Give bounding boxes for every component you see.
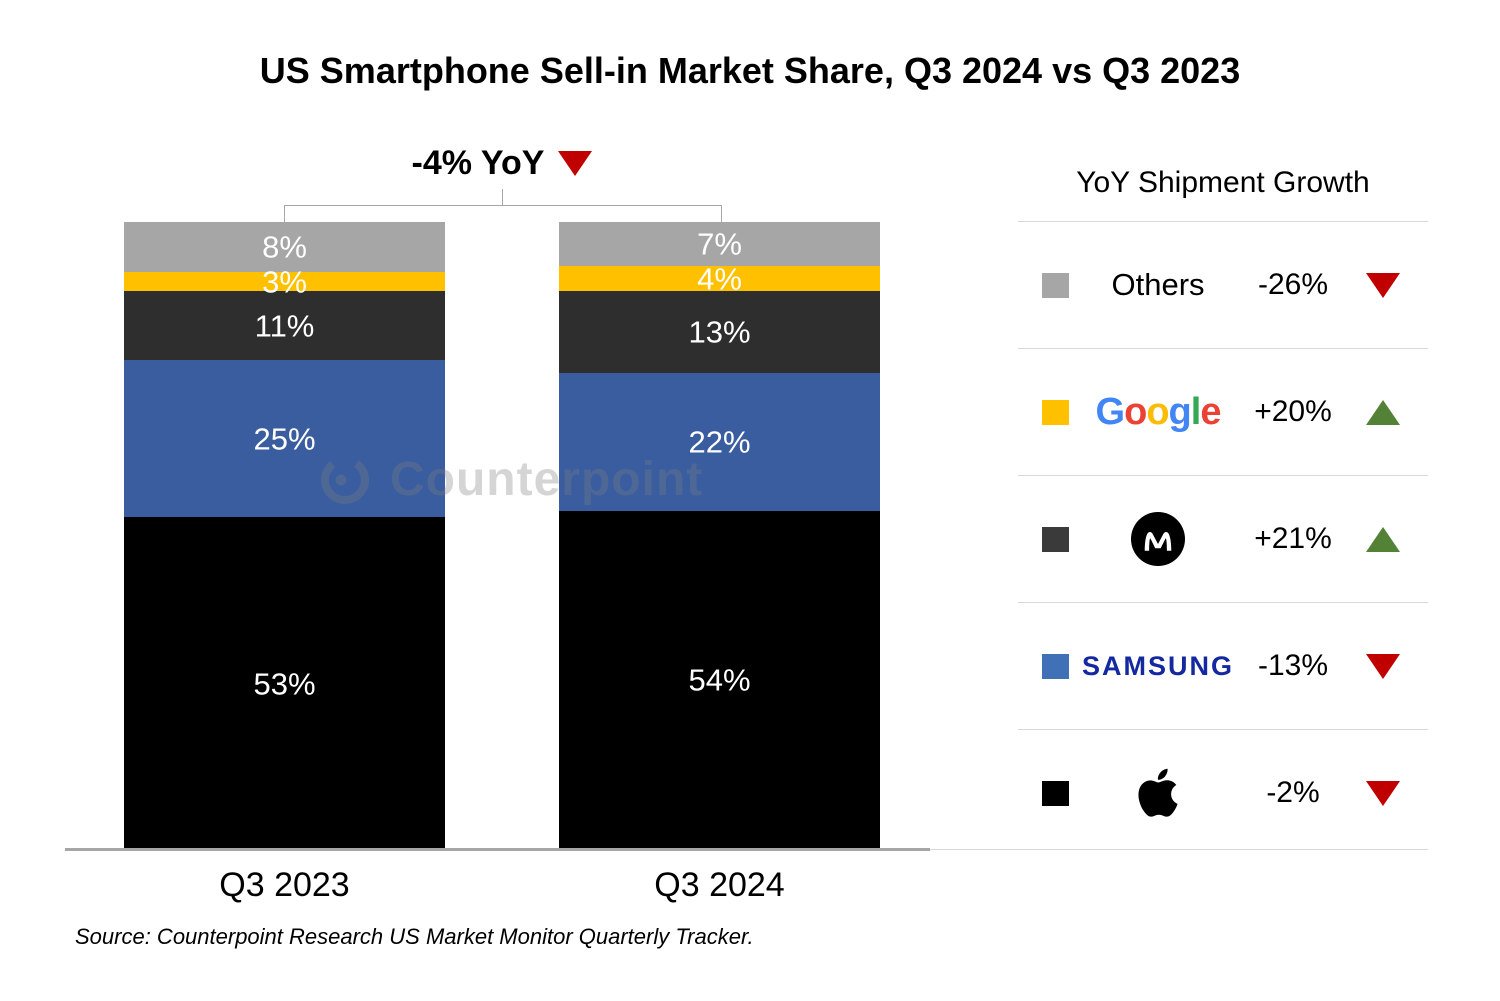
legend-change-samsung: -13% [1257, 649, 1329, 682]
total-yoy-label: -4% YoY [411, 144, 545, 182]
x-axis-line [65, 848, 930, 851]
bar-segment-samsung: 25% [124, 360, 445, 518]
bar-segment-value-label: 11% [254, 308, 315, 344]
legend-swatch-google [1042, 399, 1069, 425]
bar-segment-others: 8% [124, 222, 445, 273]
bar-segment-value-label: 54% [688, 662, 751, 698]
legend-swatch-motorola [1042, 526, 1069, 552]
legend-row-google: Google +20% [1018, 348, 1428, 475]
bar-segment-value-label: 53% [253, 666, 316, 702]
legend-row-apple: -2% [1018, 729, 1428, 856]
apple-logo [1138, 768, 1178, 817]
down-triangle-icon [1366, 272, 1400, 298]
legend-row-others: Others -26% [1018, 221, 1428, 348]
bar-segment-motorola: 11% [124, 291, 445, 361]
legend-swatch-others [1042, 272, 1069, 298]
counterpoint-watermark: Counterpoint [316, 450, 703, 508]
stacked-bar-q3-2023: 8% 3% 11% 25% 53% [124, 222, 445, 850]
legend-change-google: +20% [1254, 395, 1332, 428]
up-triangle-icon [1366, 399, 1400, 425]
axis-extension-line [930, 849, 1428, 850]
chart-title: US Smartphone Sell-in Market Share, Q3 2… [259, 50, 1241, 91]
bar-segment-value-label: 4% [697, 261, 742, 296]
legend-row-samsung: SAMSUNG -13% [1018, 602, 1428, 729]
bar-segment-apple: 54% [559, 510, 880, 850]
watermark-text: Counterpoint [390, 452, 704, 506]
bar-segment-value-label: 3% [262, 264, 307, 300]
bar-segment-google: 3% [124, 266, 445, 297]
bar-segment-value-label: 22% [688, 424, 751, 460]
bar-segment-others: 7% [559, 222, 880, 266]
legend-header: YoY Shipment Growth [1076, 166, 1370, 199]
legend-change-others: -26% [1257, 268, 1329, 301]
up-triangle-icon [1366, 526, 1400, 552]
legend-row-motorola: +21% [1018, 475, 1428, 602]
stacked-bar-q3-2024: 7% 4% 13% 22% 54% [559, 222, 880, 850]
source-note: Source: Counterpoint Research US Market … [75, 924, 754, 949]
category-label-q3-2023: Q3 2023 [219, 866, 350, 904]
bar-segment-value-label: 8% [262, 229, 307, 265]
bar-segment-samsung: 22% [559, 372, 880, 511]
total-yoy-annotation: -4% YoY [302, 144, 702, 183]
comparison-bracket [284, 205, 722, 222]
category-label-q3-2024: Q3 2024 [654, 866, 785, 904]
legend-panel: YoY Shipment Growth Others -26% Google +… [1018, 145, 1428, 856]
bar-segment-motorola: 13% [559, 291, 880, 373]
bar-segment-value-label: 13% [688, 314, 751, 350]
motorola-logo [1131, 512, 1185, 566]
bar-segment-value-label: 25% [253, 421, 316, 457]
legend-swatch-samsung [1042, 653, 1069, 679]
counterpoint-logo-icon [321, 456, 369, 504]
legend-swatch-apple [1042, 780, 1069, 806]
down-triangle-icon [558, 151, 593, 176]
down-triangle-icon [1366, 653, 1400, 679]
google-logo: Google [1095, 390, 1222, 433]
down-triangle-icon [1366, 780, 1400, 806]
bar-segment-value-label: 7% [697, 226, 742, 262]
legend-change-apple: -2% [1266, 776, 1320, 809]
samsung-logo: SAMSUNG [1081, 650, 1234, 681]
legend-brand-others: Others [1111, 267, 1205, 302]
legend-change-motorola: +21% [1254, 522, 1332, 555]
bar-segment-google: 4% [559, 261, 880, 296]
bar-segment-apple: 53% [124, 517, 445, 850]
comparison-bracket-stem [502, 189, 503, 205]
